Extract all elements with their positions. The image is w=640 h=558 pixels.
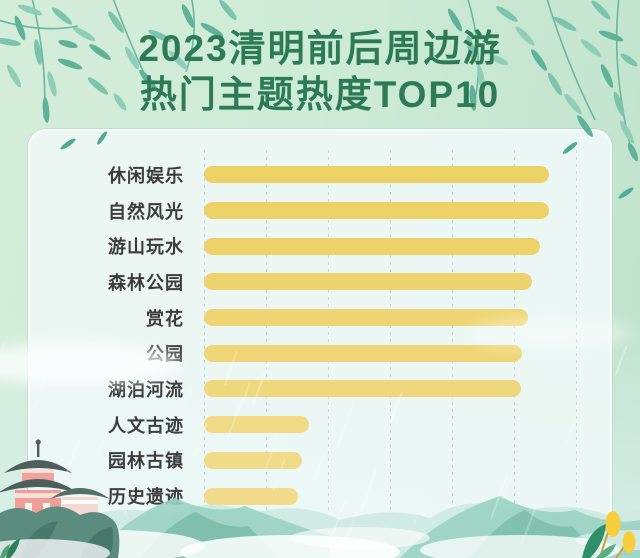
title-line-1: 2023清明前后周边游 — [138, 28, 502, 69]
category-label: 园林古镇 — [108, 451, 184, 472]
chart-row: 休闲娱乐 — [0, 157, 612, 193]
gridline — [452, 150, 453, 514]
chart-row: 园林古镇 — [0, 443, 612, 479]
heat-bar — [204, 273, 532, 291]
chart-row: 自然风光 — [0, 193, 612, 229]
chart-row: 湖泊河流 — [0, 371, 612, 407]
chart-row: 游山玩水 — [0, 228, 612, 264]
heat-bar — [204, 451, 302, 469]
heat-bar — [204, 309, 528, 327]
heat-bar — [204, 166, 549, 184]
category-label: 游山玩水 — [108, 237, 184, 258]
title-line-2: 热门主题热度TOP10 — [139, 74, 501, 115]
chart-row: 历史遗迹 — [0, 478, 612, 514]
gridline — [328, 150, 329, 514]
mist-cloud — [0, 343, 180, 385]
mountains-illustration — [0, 496, 640, 558]
category-label: 森林公园 — [108, 272, 184, 293]
leaf-accent-icon — [60, 131, 107, 150]
heat-bar — [204, 202, 549, 220]
gridline — [576, 150, 577, 514]
heat-bar — [204, 344, 522, 362]
category-label: 自然风光 — [108, 201, 184, 222]
willow-branch-top-right-illustration — [447, 0, 639, 162]
heat-bar — [204, 487, 298, 505]
heat-bar — [204, 380, 521, 398]
chart-row: 人文古迹 — [0, 407, 612, 443]
heat-bar — [204, 416, 309, 434]
chart-row: 赏花 — [0, 300, 612, 336]
gridline — [204, 150, 205, 514]
category-label: 人文古迹 — [108, 415, 184, 436]
leaf-accent-icon — [562, 142, 634, 199]
category-label: 湖泊河流 — [108, 379, 184, 400]
mist-cloud — [470, 318, 630, 348]
chart-row: 森林公园 — [0, 264, 612, 300]
category-label: 休闲娱乐 — [108, 165, 184, 186]
willow-branch-top-left-illustration — [0, 0, 237, 123]
sprout-illustration — [0, 538, 20, 558]
flower-plant-illustration — [582, 511, 636, 558]
gridline — [390, 150, 391, 514]
gridline — [514, 150, 515, 514]
heat-bar — [204, 237, 540, 255]
gridline — [266, 150, 267, 514]
page-title: 2023清明前后周边游 热门主题热度TOP10 — [0, 26, 640, 118]
rain-streak — [614, 345, 627, 376]
pagoda-illustration — [0, 439, 120, 558]
category-label: 历史遗迹 — [108, 487, 184, 508]
category-label: 赏花 — [146, 308, 184, 329]
